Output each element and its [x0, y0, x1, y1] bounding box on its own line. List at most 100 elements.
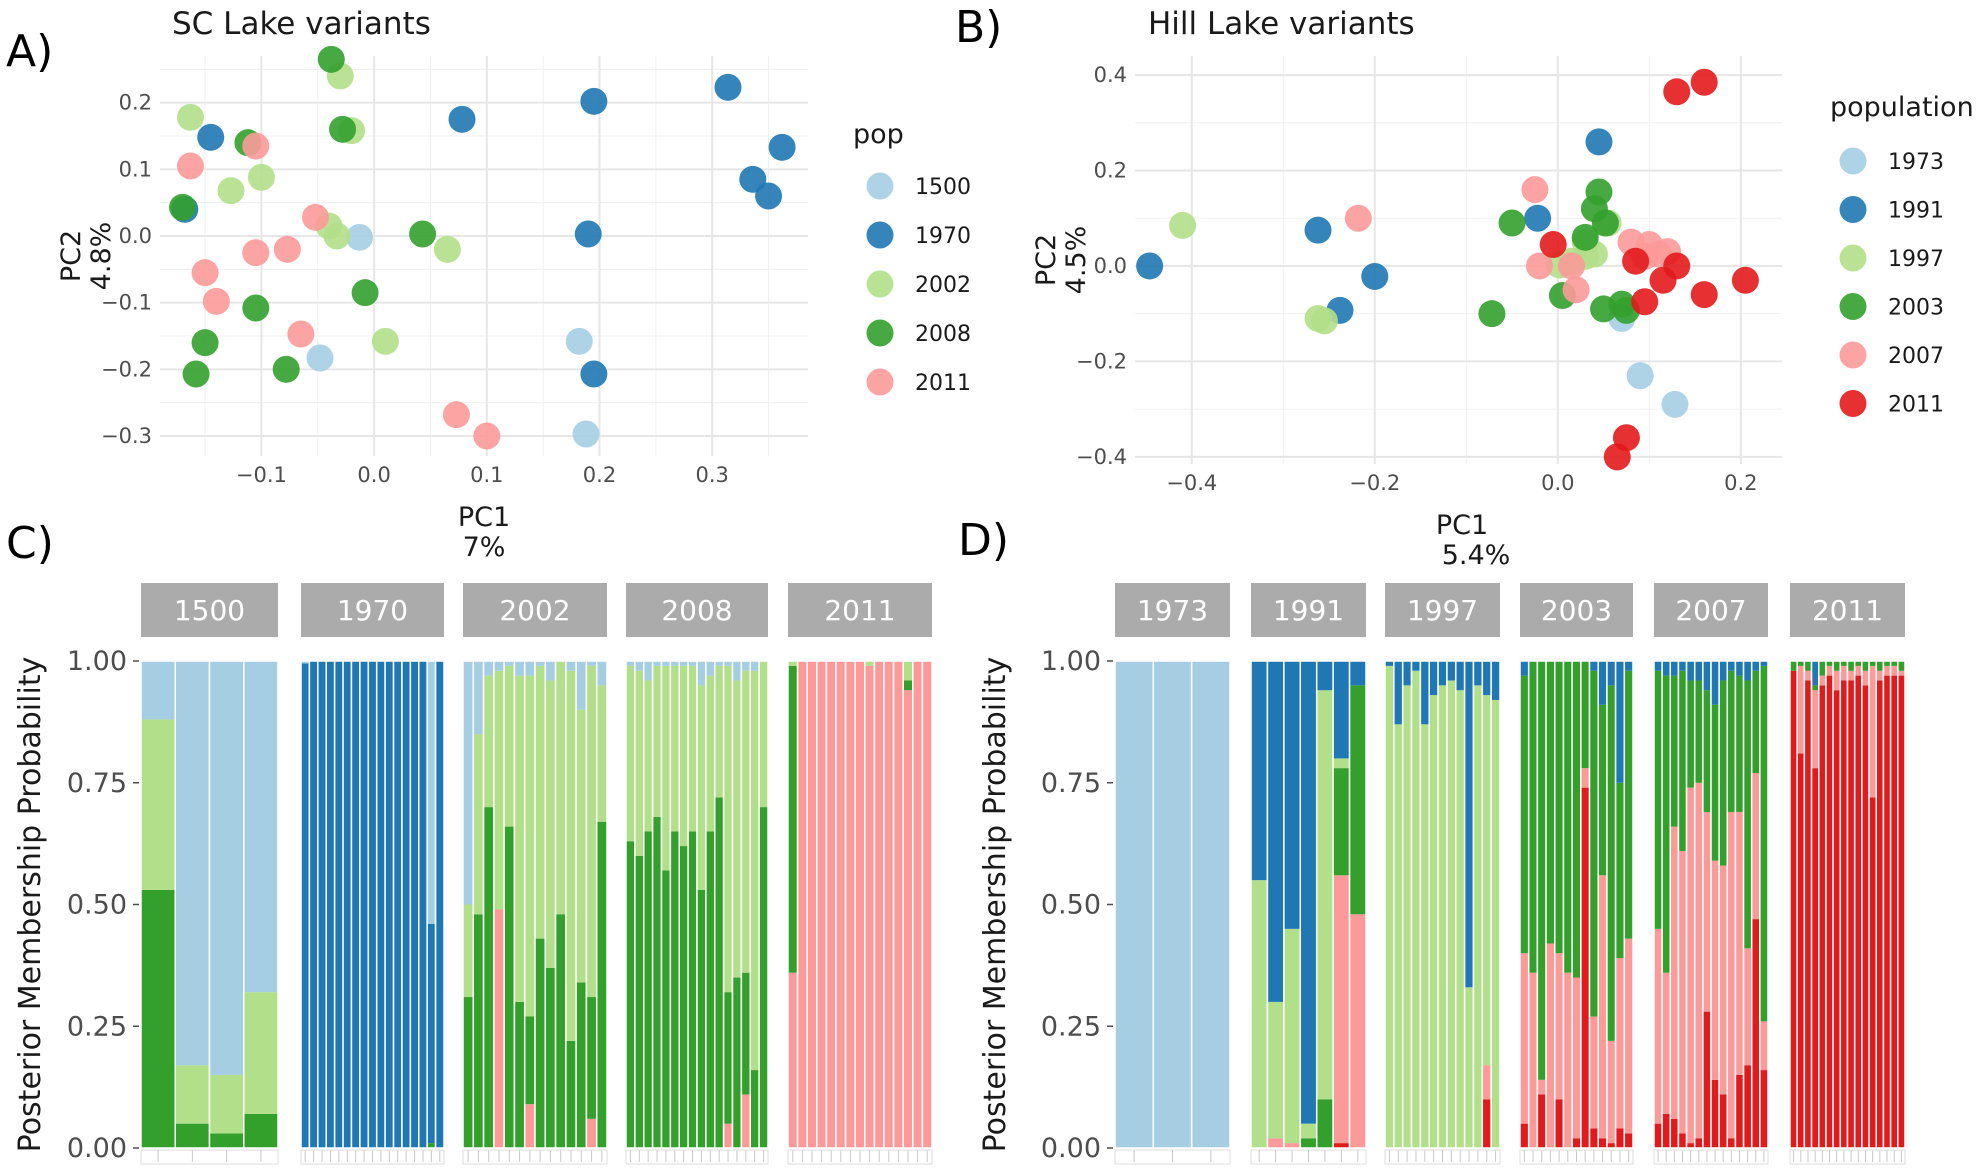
bar-segment — [1615, 661, 1625, 783]
bar-segment — [884, 661, 894, 1148]
bar-segment — [1528, 972, 1538, 1148]
bar-segment — [334, 661, 344, 1148]
bar-segment — [565, 670, 577, 1041]
legend-key-2011 — [866, 368, 894, 396]
bar-segment — [922, 661, 932, 1148]
legend-label: 2002 — [915, 273, 971, 298]
y-tick-label: 1.00 — [1041, 646, 1101, 677]
bar-segment — [697, 661, 706, 686]
data-point-2007 — [1521, 176, 1549, 204]
bar-segment — [317, 661, 327, 1148]
facet-strip — [1790, 583, 1905, 637]
bar-segment — [1589, 1128, 1599, 1148]
bar-segment — [1349, 685, 1366, 915]
data-point-2011 — [1631, 288, 1659, 316]
y-axis-title: 4.8% — [86, 222, 117, 291]
bar-segment — [1694, 1138, 1703, 1148]
bar-segment — [1537, 1094, 1547, 1148]
data-point-2002 — [371, 327, 399, 355]
bar-segment — [1702, 1011, 1711, 1148]
bar-segment — [1455, 690, 1465, 1148]
bar-segment — [1743, 1065, 1752, 1148]
bar-segment — [732, 977, 742, 1148]
bar-segment — [1393, 724, 1403, 1148]
bar-segment — [1797, 665, 1805, 754]
scatter-plot-sc-lake: −0.1 0.0 0.1 0.2 0.3 −0.3 −0.2 −0.1 0.0 0.1 0.2 PC1… — [56, 45, 971, 563]
bar-segment — [1854, 665, 1862, 676]
bar-segment — [1804, 680, 1812, 1148]
bar-segment — [1840, 665, 1848, 681]
bar-segment — [1840, 680, 1848, 1148]
y-tick-label: −0.2 — [101, 357, 152, 381]
data-point-2011 — [473, 422, 501, 450]
bar-segment — [393, 661, 402, 1148]
panel-label-b: B) — [955, 2, 1002, 53]
bar-segment — [1267, 1001, 1284, 1139]
bar-segment — [1615, 958, 1625, 1129]
bar-segment — [1267, 661, 1284, 1002]
bar-segment — [1743, 948, 1752, 1066]
data-point-2011 — [302, 203, 330, 231]
bar-segment — [545, 967, 556, 1148]
bar-segment — [1316, 690, 1334, 1100]
bar-segment — [1624, 1133, 1633, 1148]
bar-segment — [1598, 704, 1607, 876]
bar-segment — [652, 816, 662, 1148]
bar-segment — [1615, 782, 1625, 959]
bar-segment — [903, 661, 913, 681]
facet-axis-box — [1653, 1149, 1769, 1165]
bar-segment — [385, 661, 394, 1148]
data-point-2008 — [317, 45, 345, 73]
bar-segment — [697, 685, 706, 890]
bar-segment — [301, 663, 310, 1148]
data-point-1991 — [1136, 252, 1164, 280]
bar-segment — [1300, 661, 1317, 1124]
facet-axis-box — [1789, 1149, 1906, 1165]
bar-segment — [1847, 661, 1855, 671]
bar-segment — [1825, 665, 1834, 676]
bar-segment — [1316, 1099, 1334, 1148]
bar-segment — [504, 665, 515, 827]
data-point-2003 — [1498, 209, 1526, 237]
bar-segment — [1825, 661, 1834, 666]
bar-segment — [376, 661, 386, 1148]
x-axis-title: 5.4% — [1442, 540, 1511, 571]
bar-segment — [1662, 972, 1671, 1114]
y-tick-label: 0.50 — [1041, 890, 1101, 921]
bar-segment — [1654, 928, 1663, 1124]
bar-segment — [596, 661, 607, 686]
x-tick-label: 0.1 — [470, 463, 503, 487]
bar-segment — [1589, 1016, 1599, 1129]
bar-segment — [514, 1001, 525, 1148]
x-tick-label: 0.3 — [696, 463, 729, 487]
y-tick-label: 0.2 — [1094, 159, 1127, 183]
bar-segment — [586, 1118, 597, 1148]
bar-segment — [504, 661, 515, 666]
bar-segment — [670, 665, 680, 832]
data-point-1997 — [1169, 211, 1197, 239]
bar-segment — [1115, 661, 1154, 1148]
legend-key-2003 — [1839, 293, 1867, 320]
bar-segment — [1854, 675, 1862, 1148]
legend-label: 1991 — [1888, 199, 1944, 224]
bar-segment — [1420, 661, 1430, 725]
bar-segment — [634, 855, 644, 1148]
bar-segment — [524, 661, 535, 676]
facet-strip — [1520, 583, 1633, 637]
bar-segment — [1624, 938, 1633, 1134]
bar-segment — [1751, 773, 1760, 920]
data-point-1970 — [768, 133, 796, 161]
bar-segment — [1624, 670, 1633, 939]
bar-segment — [1606, 661, 1616, 686]
data-point-2002 — [323, 222, 351, 250]
bar-segment — [427, 661, 436, 924]
bar-segment — [1520, 953, 1529, 1124]
facet-strip — [1251, 583, 1366, 637]
bar-segment — [1869, 665, 1877, 798]
facet-strip-label: 2008 — [661, 594, 732, 627]
bar-segment — [759, 807, 768, 1148]
bar-segment — [359, 661, 369, 1148]
y-axis-title: PC2 — [1031, 234, 1062, 286]
bar-segment — [670, 661, 680, 666]
data-point-2008 — [191, 329, 219, 357]
